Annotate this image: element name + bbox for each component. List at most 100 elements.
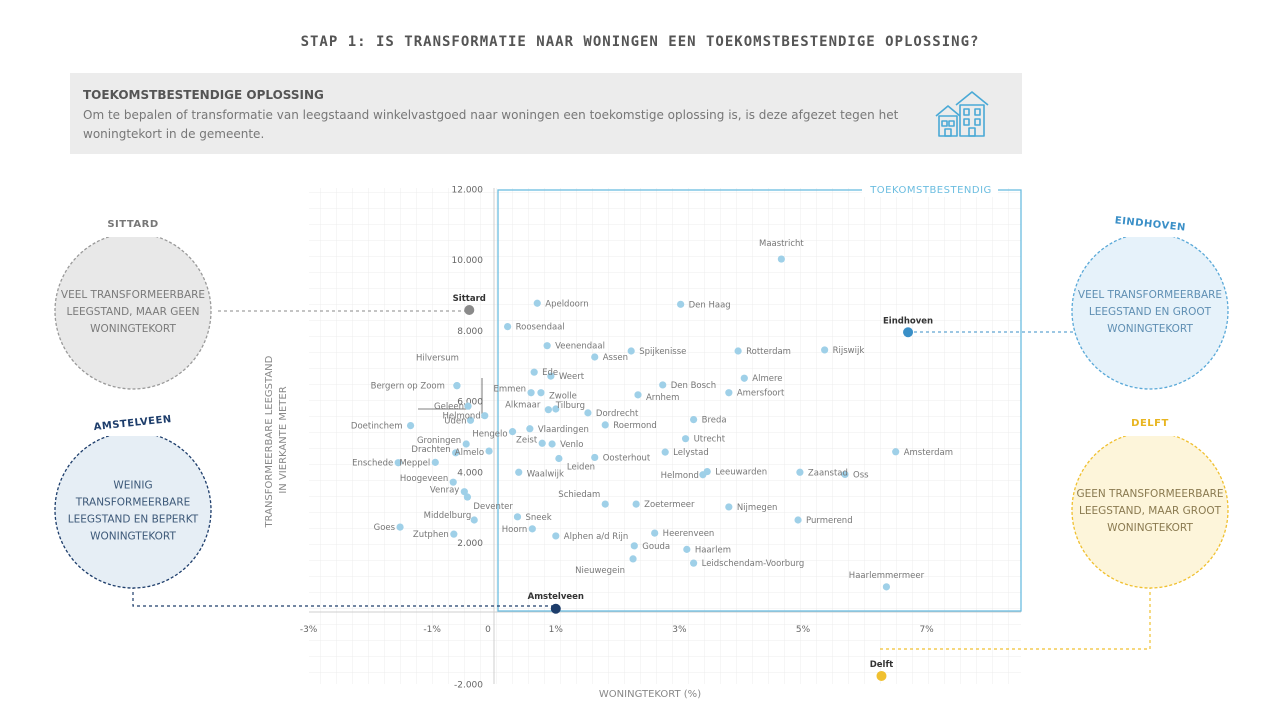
data-label: Zwolle — [549, 392, 577, 402]
data-label: Hilversum — [416, 354, 459, 364]
data-label: Alphen a/d Rijn — [564, 532, 628, 542]
data-point — [632, 500, 640, 508]
data-label: Oss — [853, 470, 869, 480]
quadrant-title-sittard: SITTARD — [107, 219, 158, 230]
connectors — [132, 310, 1151, 650]
data-label: Zutphen — [413, 530, 449, 540]
data-label: Amsterdam — [904, 448, 953, 458]
data-point — [406, 422, 415, 430]
data-label: Zeist — [516, 435, 538, 445]
y-tick-label: -2.000 — [454, 680, 483, 690]
data-label: Eindhoven — [883, 316, 933, 326]
data-label: Alkmaar — [505, 401, 541, 411]
y-tick-label: 6.000 — [457, 398, 483, 408]
data-point — [544, 406, 552, 414]
data-point — [396, 523, 404, 531]
data-point — [548, 440, 556, 448]
page-title: STAP 1: IS TRANSFORMATIE NAAR WONINGEN E… — [300, 34, 980, 50]
data-point — [462, 440, 470, 448]
y-axis-label: TRANSFORMEERBARE LEEGSTAND IN VIERKANTE … — [264, 352, 289, 528]
y-tick-label: 2.000 — [457, 539, 483, 549]
axes — [309, 188, 1021, 684]
quadrant-text-eindhoven: VEEL TRANSFORMEERBARE LEEGSTAND EN GROOT W… — [1078, 289, 1222, 335]
data-label: Geleen — [434, 402, 464, 412]
data-label: Almelo — [455, 448, 484, 458]
data-label: Middelburg — [424, 511, 472, 521]
data-label: Oosterhout — [603, 453, 651, 463]
x-tick-label: -3% — [300, 625, 318, 635]
data-label: Ede — [542, 368, 558, 378]
data-point — [777, 255, 785, 263]
data-point — [481, 412, 489, 420]
data-point — [681, 435, 690, 443]
data-point — [431, 458, 439, 466]
quadrant-text-sittard: VEEL TRANSFORMEERBARE LEEGSTAND, MAAR GEE… — [61, 289, 205, 335]
x-tick-label: 1% — [549, 625, 564, 635]
data-label: Vlaardingen — [538, 425, 589, 435]
intro-box: TOEKOMSTBESTENDIGE OPLOSSING Om te bepal… — [70, 73, 1022, 154]
data-point — [661, 448, 669, 456]
data-point — [547, 372, 555, 380]
data-label: Haarlem — [695, 545, 731, 555]
data-label: Sneek — [525, 513, 551, 523]
data-point — [677, 300, 685, 308]
data-label: Nieuwegein — [575, 566, 625, 576]
quadrant-title-bg — [1108, 420, 1192, 436]
data-point — [734, 347, 742, 355]
data-point — [796, 468, 804, 476]
data-point — [591, 353, 599, 361]
data-label: Lelystad — [673, 448, 709, 458]
data-point — [690, 415, 698, 424]
x-axis-label: WONINGTEKORT (%) — [599, 689, 701, 700]
y-axis-label-line-2: IN VIERKANTE METER — [278, 386, 289, 493]
x-tick-label: -1% — [423, 625, 441, 635]
data-point — [903, 327, 914, 338]
data-point — [725, 389, 733, 397]
circle-amstelveen — [54, 431, 212, 589]
data-label: Venray — [430, 486, 460, 496]
data-point — [466, 416, 475, 424]
data-point — [530, 368, 538, 376]
data-label: Almere — [752, 374, 782, 384]
data-point — [460, 488, 468, 496]
data-label: Sittard — [453, 294, 486, 304]
data-label: Nijmegen — [737, 503, 778, 513]
data-label: Hoogeveen — [400, 474, 448, 484]
data-point — [550, 603, 561, 614]
data-point — [394, 459, 402, 467]
data-point — [464, 402, 472, 410]
data-point — [527, 389, 535, 397]
data-label: Veenendaal — [555, 342, 605, 352]
data-point — [627, 347, 635, 355]
data-labels: Maastricht Apeldoorn Den Haag Roosendaal Vee… — [351, 239, 953, 670]
x-tick-label: 3% — [672, 625, 687, 635]
data-label: Leeuwarden — [715, 468, 767, 478]
y-tick-label: 4.000 — [457, 468, 483, 478]
data-point — [876, 670, 887, 681]
quadrant-title-delft: DELFT — [1131, 418, 1169, 429]
data-label: Goes — [374, 523, 396, 533]
data-point — [725, 503, 733, 511]
data-point — [503, 322, 512, 331]
data-point — [699, 471, 707, 479]
data-point — [601, 500, 609, 508]
data-point — [450, 530, 458, 538]
data-label: Haarlemmermeer — [849, 571, 925, 581]
data-label: Zaanstad — [808, 468, 848, 478]
data-point — [740, 374, 748, 382]
data-label: Roosendaal — [516, 323, 565, 333]
data-label: Enschede — [352, 459, 393, 469]
data-point — [463, 493, 472, 501]
data-point — [651, 529, 659, 537]
data-point — [555, 454, 563, 463]
data-label: Doetinchem — [351, 422, 403, 432]
data-point — [526, 425, 534, 433]
quadrant-title-bg — [91, 420, 175, 436]
data-point — [470, 516, 478, 524]
intro-text: Om te bepalen of transformatie van leegs… — [83, 108, 899, 141]
data-label: Meppel — [399, 458, 430, 468]
quadrant-circles — [54, 232, 1229, 589]
data-point — [552, 532, 560, 540]
